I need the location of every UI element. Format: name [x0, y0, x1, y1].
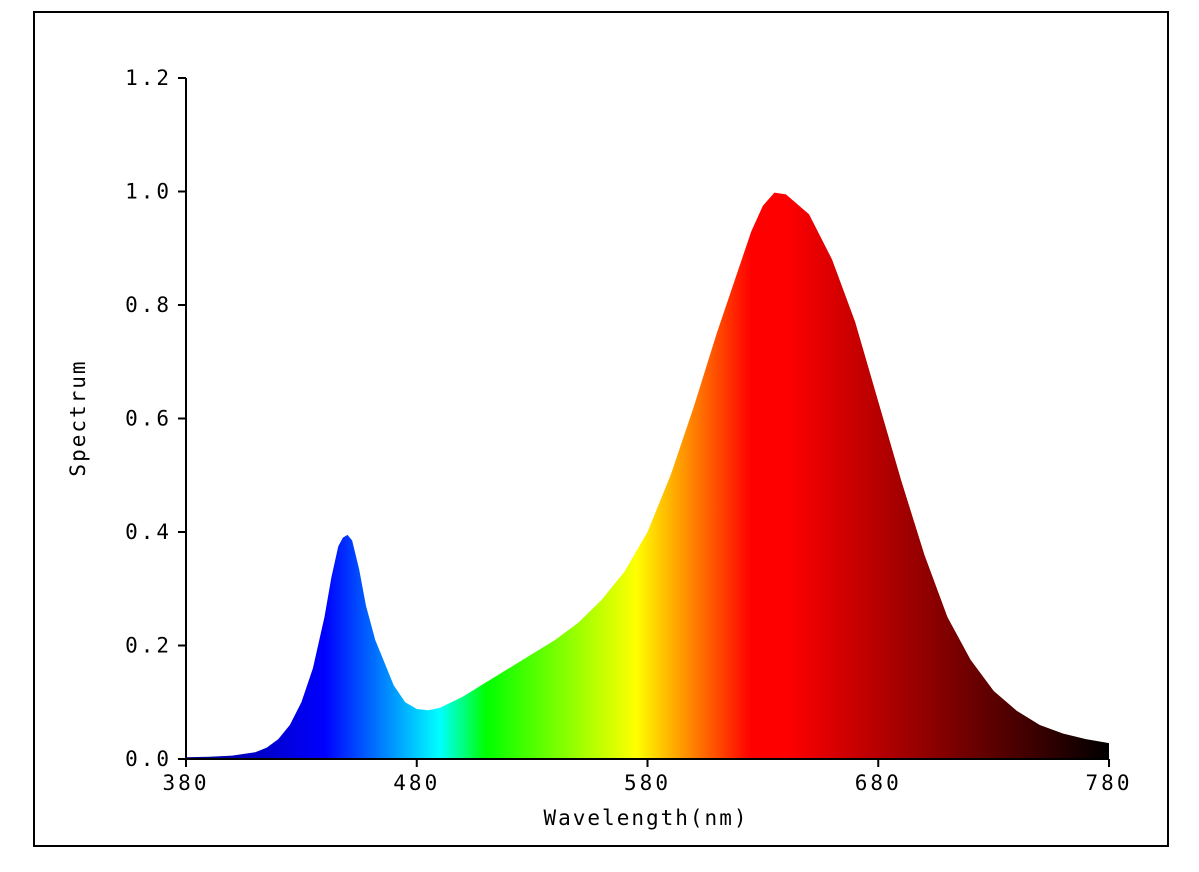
x-tick-label: 680 [855, 771, 902, 795]
y-tick-label: 1.2 [125, 66, 172, 90]
axes: 0.0 0.2 0.4 0.6 0.8 1.0 1.2 380 480 580 680 780 [125, 66, 1133, 795]
y-tick-label: 0.2 [125, 634, 172, 658]
y-tick-label: 0.8 [125, 293, 172, 317]
x-tick-label: 480 [393, 771, 440, 795]
y-axis-title: Spectrum [66, 359, 90, 476]
x-axis-title: Wavelength(nm) [543, 806, 748, 830]
x-tick-label: 380 [163, 771, 210, 795]
y-tick-label: 0.6 [125, 407, 172, 431]
y-tick-label: 0.4 [125, 520, 172, 544]
plot-area [186, 192, 1109, 759]
x-tick-label: 780 [1086, 771, 1133, 795]
x-tick-label: 580 [624, 771, 671, 795]
y-tick-label: 0.0 [125, 747, 172, 771]
spectrum-area [186, 192, 1109, 759]
y-tick-label: 1.0 [125, 180, 172, 204]
